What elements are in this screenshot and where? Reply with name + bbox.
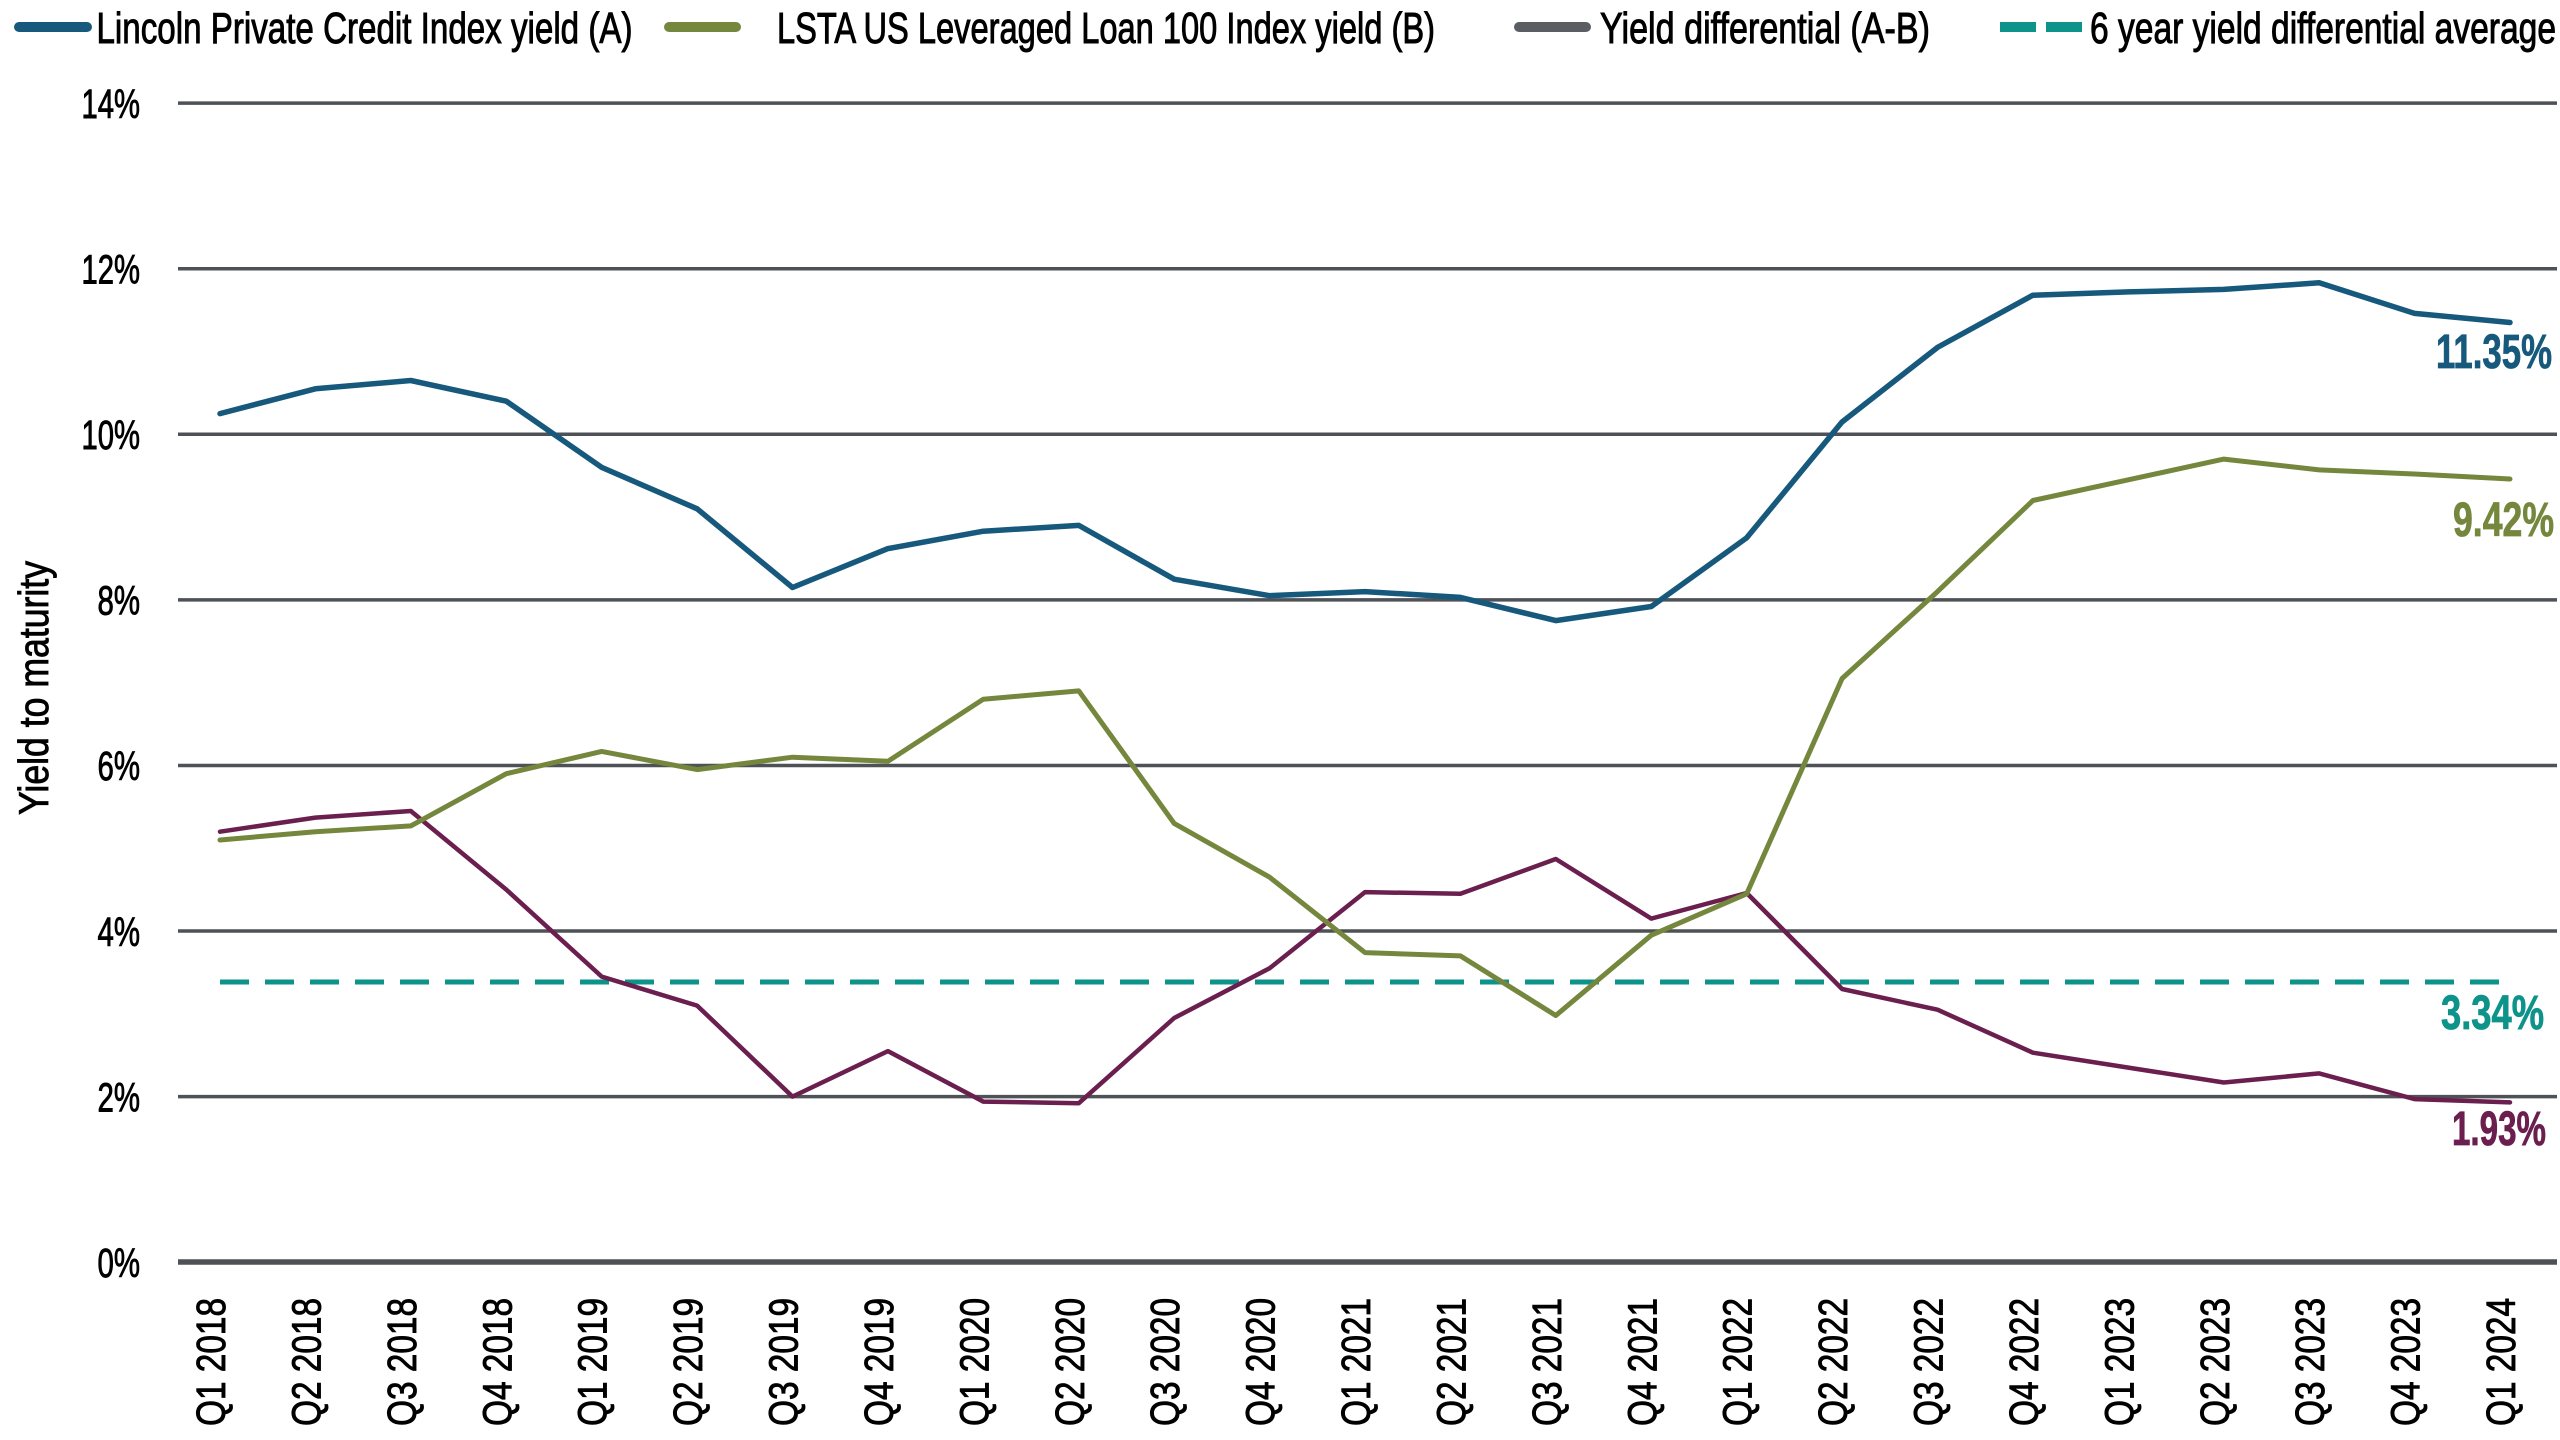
- svg-text:Q4 2020: Q4 2020: [1238, 1298, 1284, 1426]
- svg-text:LSTA US Leveraged Loan 100 Ind: LSTA US Leveraged Loan 100 Index yield (…: [777, 4, 1435, 53]
- svg-text:6 year yield differential aver: 6 year yield differential average: [2090, 4, 2556, 53]
- svg-text:1.93%: 1.93%: [2452, 1103, 2546, 1156]
- svg-text:Q4 2021: Q4 2021: [1619, 1298, 1665, 1426]
- svg-text:Q4 2018: Q4 2018: [474, 1298, 520, 1426]
- svg-text:3.34%: 3.34%: [2441, 987, 2544, 1040]
- svg-text:Q1 2023: Q1 2023: [2096, 1298, 2142, 1426]
- svg-text:Lincoln Private Credit Index y: Lincoln Private Credit Index yield (A): [97, 4, 633, 53]
- svg-text:Q2 2023: Q2 2023: [2192, 1298, 2238, 1426]
- svg-text:Q3 2018: Q3 2018: [379, 1298, 425, 1426]
- svg-text:Q1 2024: Q1 2024: [2478, 1298, 2524, 1426]
- svg-text:Q4 2023: Q4 2023: [2383, 1298, 2429, 1426]
- svg-text:Q2 2022: Q2 2022: [1810, 1298, 1856, 1426]
- svg-text:Q3 2019: Q3 2019: [761, 1298, 807, 1426]
- svg-text:Q4 2019: Q4 2019: [856, 1298, 902, 1426]
- svg-text:4%: 4%: [98, 909, 141, 955]
- svg-text:Q1 2021: Q1 2021: [1333, 1298, 1379, 1426]
- svg-text:Q1 2019: Q1 2019: [570, 1298, 616, 1426]
- svg-text:14%: 14%: [82, 81, 141, 127]
- svg-text:Q2 2020: Q2 2020: [1047, 1298, 1093, 1426]
- svg-text:0%: 0%: [98, 1240, 141, 1286]
- svg-text:Q1 2022: Q1 2022: [1715, 1298, 1761, 1426]
- svg-text:12%: 12%: [82, 247, 141, 293]
- svg-text:Q2 2019: Q2 2019: [665, 1298, 711, 1426]
- svg-text:Q4 2022: Q4 2022: [2001, 1298, 2047, 1426]
- svg-text:Q1 2020: Q1 2020: [951, 1298, 997, 1426]
- svg-text:Q3 2022: Q3 2022: [1906, 1298, 1952, 1426]
- svg-text:Q3 2023: Q3 2023: [2287, 1298, 2333, 1426]
- svg-text:Yield differential (A-B): Yield differential (A-B): [1600, 4, 1930, 53]
- svg-text:Q3 2020: Q3 2020: [1142, 1298, 1188, 1426]
- svg-text:10%: 10%: [82, 412, 141, 458]
- svg-text:Q3 2021: Q3 2021: [1524, 1298, 1570, 1426]
- svg-text:Yield to maturity: Yield to maturity: [10, 561, 57, 815]
- svg-text:Q2 2018: Q2 2018: [283, 1298, 329, 1426]
- svg-text:2%: 2%: [98, 1074, 141, 1120]
- svg-text:8%: 8%: [98, 578, 141, 624]
- svg-text:Q2 2021: Q2 2021: [1428, 1298, 1474, 1426]
- svg-text:9.42%: 9.42%: [2453, 494, 2554, 547]
- svg-text:6%: 6%: [98, 743, 141, 789]
- svg-text:11.35%: 11.35%: [2436, 326, 2552, 379]
- svg-text:Q1 2018: Q1 2018: [188, 1298, 234, 1426]
